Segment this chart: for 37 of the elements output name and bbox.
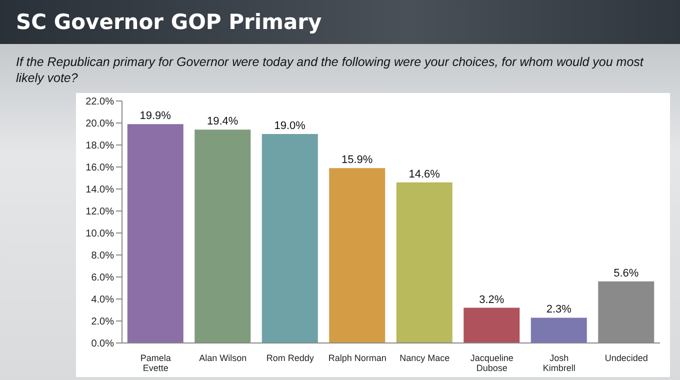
x-tick-label: Pamela Evette xyxy=(140,353,171,373)
x-tick-label: Jacqueline Dubose xyxy=(470,353,514,373)
y-tick-label: 0.0% xyxy=(91,338,114,350)
data-label: 2.3% xyxy=(546,304,572,316)
x-tick-label: Undecided xyxy=(604,353,648,363)
bar xyxy=(464,308,520,343)
y-tick-label: 6.0% xyxy=(91,272,114,284)
x-tick-label: Rom Reddy xyxy=(266,353,314,363)
y-tick-label: 2.0% xyxy=(91,316,114,328)
data-label: 5.6% xyxy=(614,267,639,280)
x-tick-label: Ralph Norman xyxy=(328,353,386,363)
bar xyxy=(396,182,452,343)
y-tick-label: 16.0% xyxy=(86,162,114,174)
x-tick-label: Nancy Mace xyxy=(400,353,450,363)
y-tick-label: 20.0% xyxy=(86,118,114,130)
x-tick-label: Josh Kimbrell xyxy=(542,353,576,373)
chart-subtitle: If the Republican primary for Governor were today and the following were your choices, for whom would you most likely vote? xyxy=(16,54,645,86)
x-tick-label: Alan Wilson xyxy=(199,353,247,363)
data-label: 15.9% xyxy=(342,154,373,166)
y-tick-label: 4.0% xyxy=(91,294,114,306)
bar xyxy=(194,130,251,343)
y-tick-label: 12.0% xyxy=(86,206,114,218)
data-label: 19.4% xyxy=(207,116,238,128)
bar xyxy=(127,124,184,343)
data-label: 3.2% xyxy=(479,294,504,306)
y-tick-label: 10.0% xyxy=(86,228,114,240)
bar xyxy=(530,318,587,343)
y-tick-label: 14.0% xyxy=(86,184,114,196)
y-tick-label: 18.0% xyxy=(86,140,114,152)
data-label: 19.9% xyxy=(140,110,172,122)
bar xyxy=(329,168,386,343)
y-tick-label: 22.0% xyxy=(86,96,114,108)
chart-title: SC Governor GOP Primary xyxy=(16,10,322,34)
bar xyxy=(262,134,318,343)
y-tick-label: 8.0% xyxy=(91,250,114,262)
data-label: 19.0% xyxy=(274,120,306,132)
data-label: 14.6% xyxy=(408,168,440,180)
